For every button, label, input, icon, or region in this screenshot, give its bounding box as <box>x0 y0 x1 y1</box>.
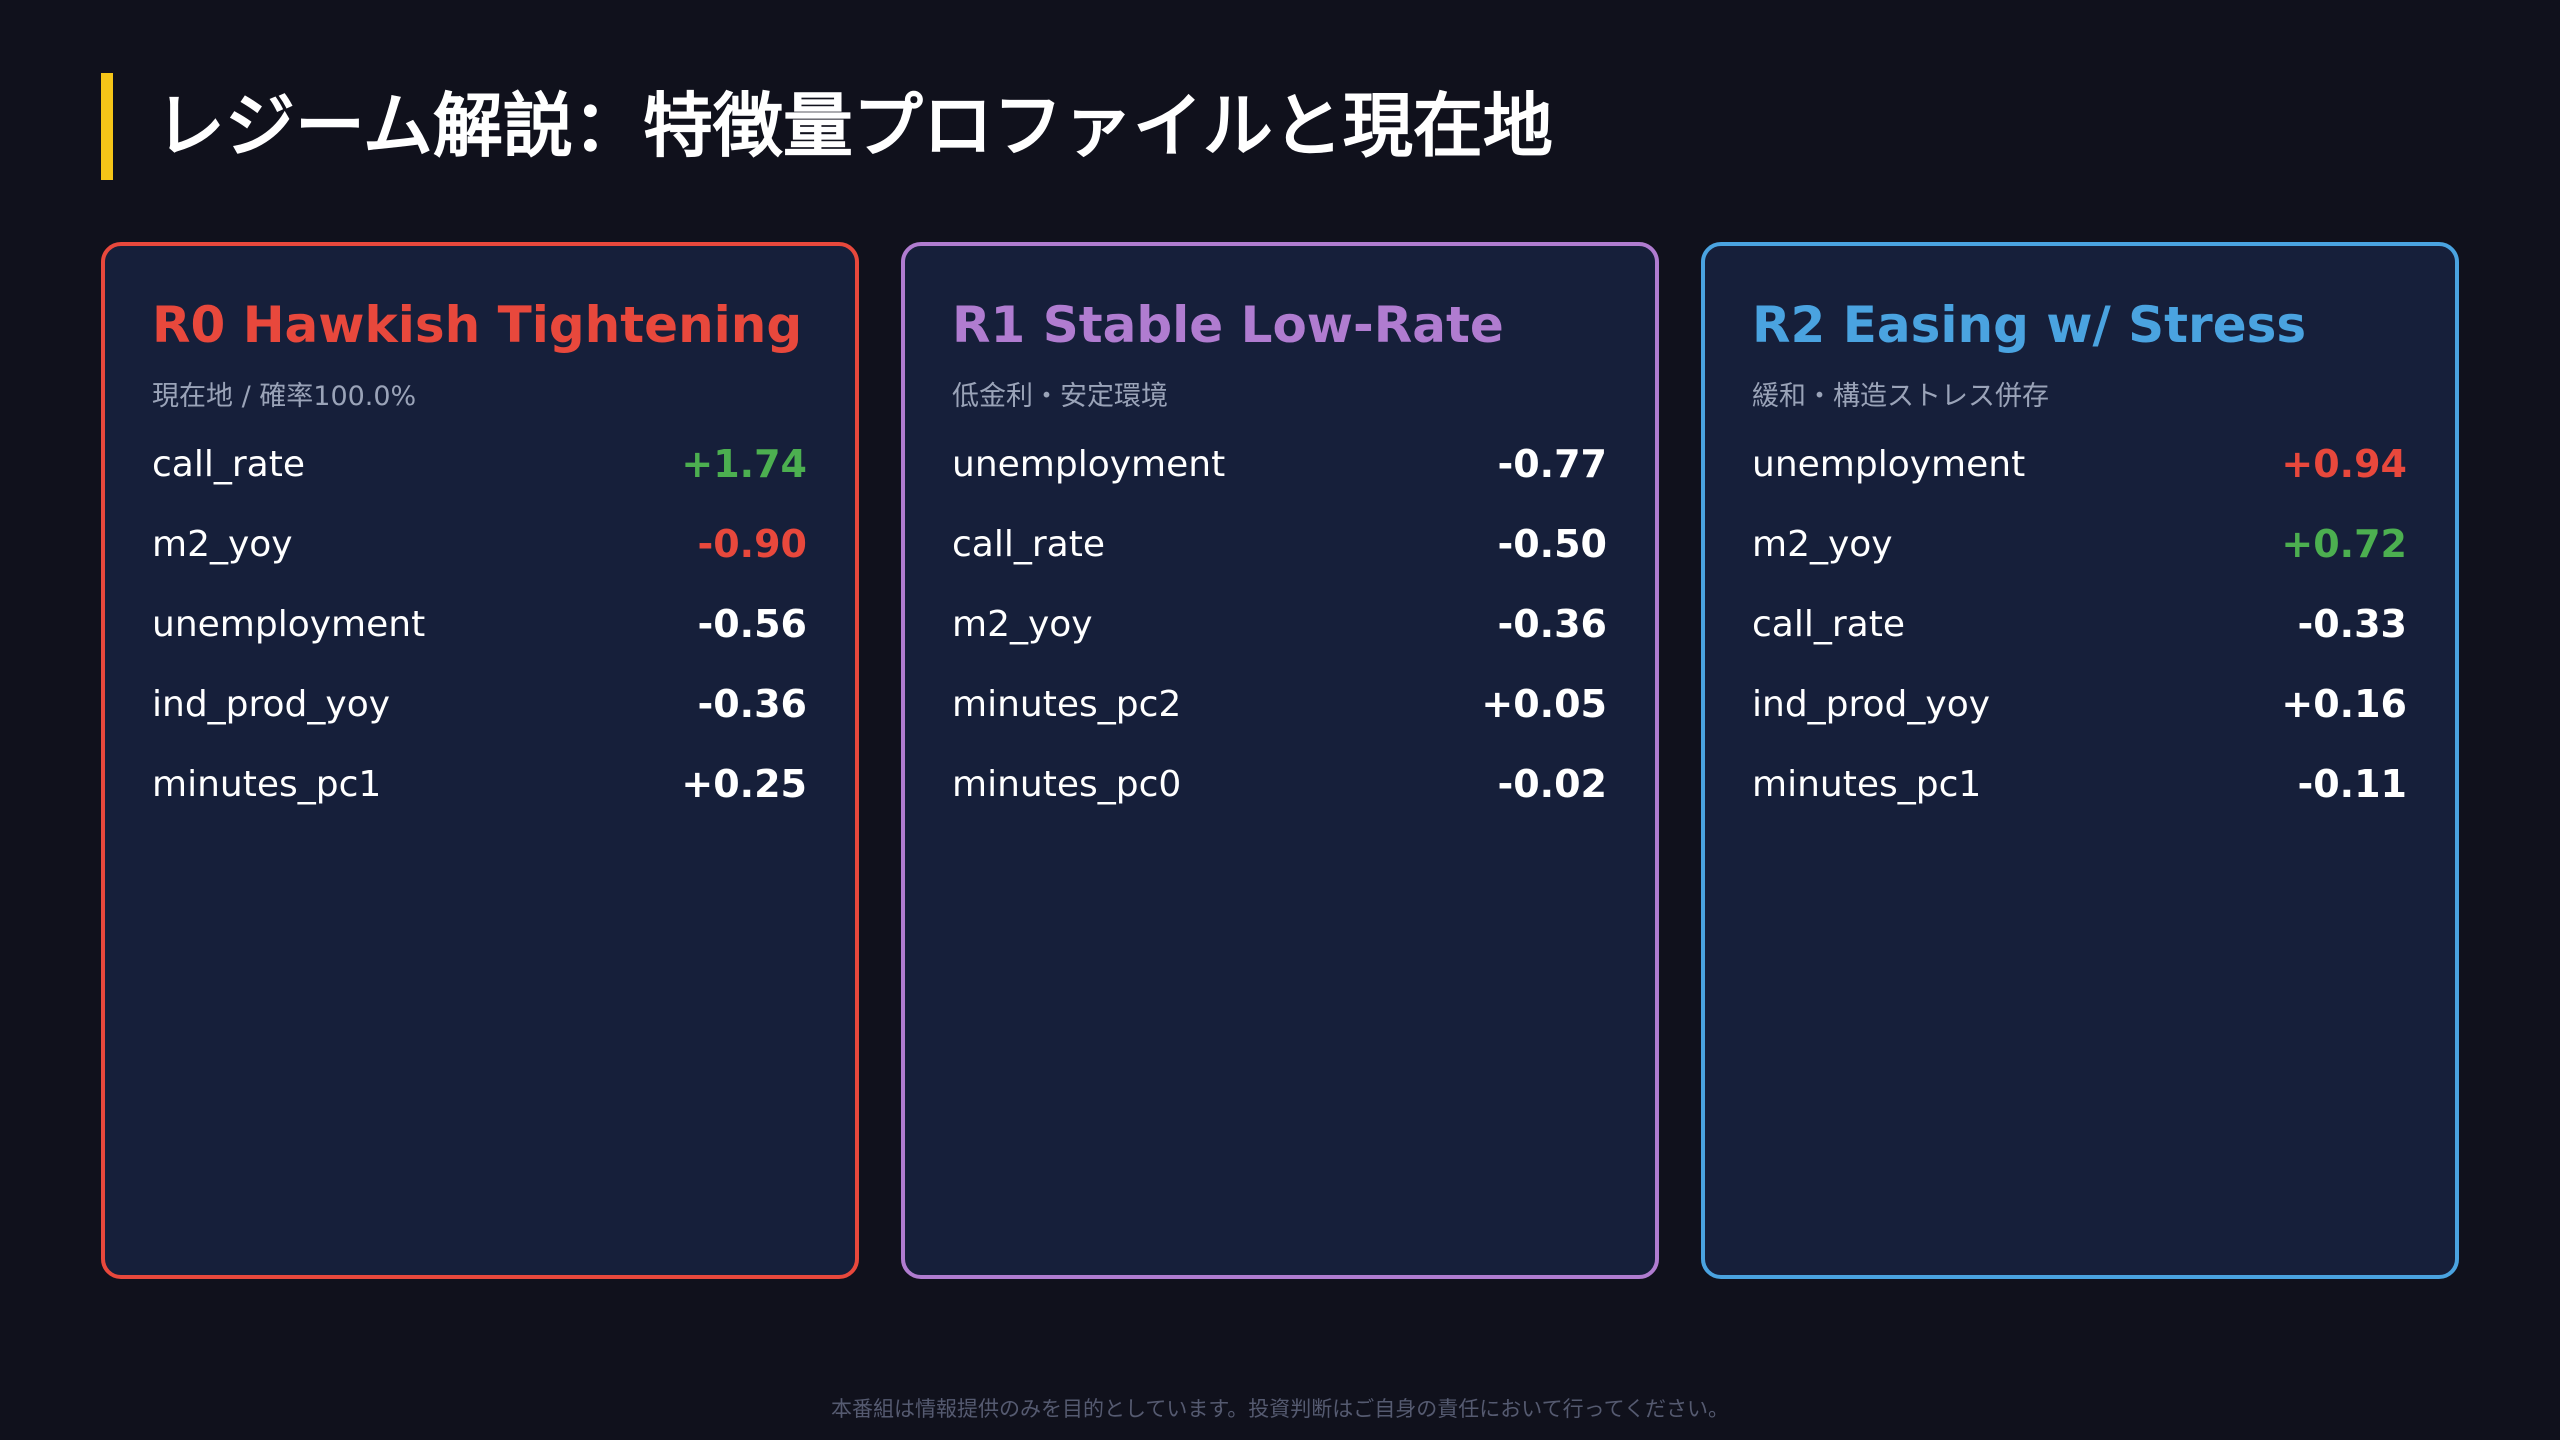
feature-value: -0.36 <box>1497 602 1607 646</box>
feature-value: -0.56 <box>697 602 807 646</box>
feature-value: +1.74 <box>681 442 807 486</box>
feature-name: minutes_pc1 <box>1752 764 1982 805</box>
card-title: R0 Hawkish Tightening <box>152 296 803 354</box>
feature-name: call_rate <box>1752 604 1905 645</box>
footer: 本番組は情報提供のみを目的としています。投資判断はご自身の責任において行ってくだ… <box>831 1397 1729 1421</box>
feature-value: -0.11 <box>2297 762 2407 806</box>
card-title: R2 Easing w/ Stress <box>1752 296 2307 354</box>
feature-name: minutes_pc1 <box>152 764 382 805</box>
feature-name: minutes_pc2 <box>952 684 1182 725</box>
feature-name: unemployment <box>152 604 426 645</box>
feature-value: +0.16 <box>2281 682 2407 726</box>
feature-name: m2_yoy <box>1752 524 1893 565</box>
feature-name: m2_yoy <box>152 524 293 565</box>
feature-value: -0.02 <box>1497 762 1607 806</box>
regime-card: R1 Stable Low-Rate 低金利・安定環境 unemployment -0… <box>901 242 1659 1279</box>
feature-value: +0.25 <box>681 762 807 806</box>
regime-card: R0 Hawkish Tightening 現在地 / 確率100.0% call_… <box>101 242 859 1279</box>
feature-value: -0.50 <box>1497 522 1607 566</box>
feature-value: +0.05 <box>1481 682 1607 726</box>
card-subtitle: 緩和・構造ストレス併存 <box>1752 381 2049 412</box>
feature-name: ind_prod_yoy <box>1752 684 1991 725</box>
feature-name: call_rate <box>952 524 1105 565</box>
feature-name: ind_prod_yoy <box>152 684 391 725</box>
card-subtitle: 低金利・安定環境 <box>952 381 1168 412</box>
feature-value: +0.94 <box>2281 442 2407 486</box>
feature-name: minutes_pc0 <box>952 764 1182 805</box>
feature-value: -0.77 <box>1497 442 1607 486</box>
feature-name: unemployment <box>952 444 1226 485</box>
card-subtitle: 現在地 / 確率100.0% <box>152 381 417 412</box>
feature-name: m2_yoy <box>952 604 1093 645</box>
card-title: R1 Stable Low-Rate <box>952 296 1504 354</box>
feature-name: call_rate <box>152 444 305 485</box>
feature-value: -0.90 <box>697 522 807 566</box>
accent-bar <box>101 73 113 180</box>
feature-name: unemployment <box>1752 444 2026 485</box>
feature-value: +0.72 <box>2281 522 2407 566</box>
feature-value: -0.36 <box>697 682 807 726</box>
feature-value: -0.33 <box>2297 602 2407 646</box>
title: レジーム解説：特徴量プロファイルと現在地 <box>155 85 1553 167</box>
regime-card: R2 Easing w/ Stress 緩和・構造ストレス併存 unemployme… <box>1701 242 2459 1279</box>
